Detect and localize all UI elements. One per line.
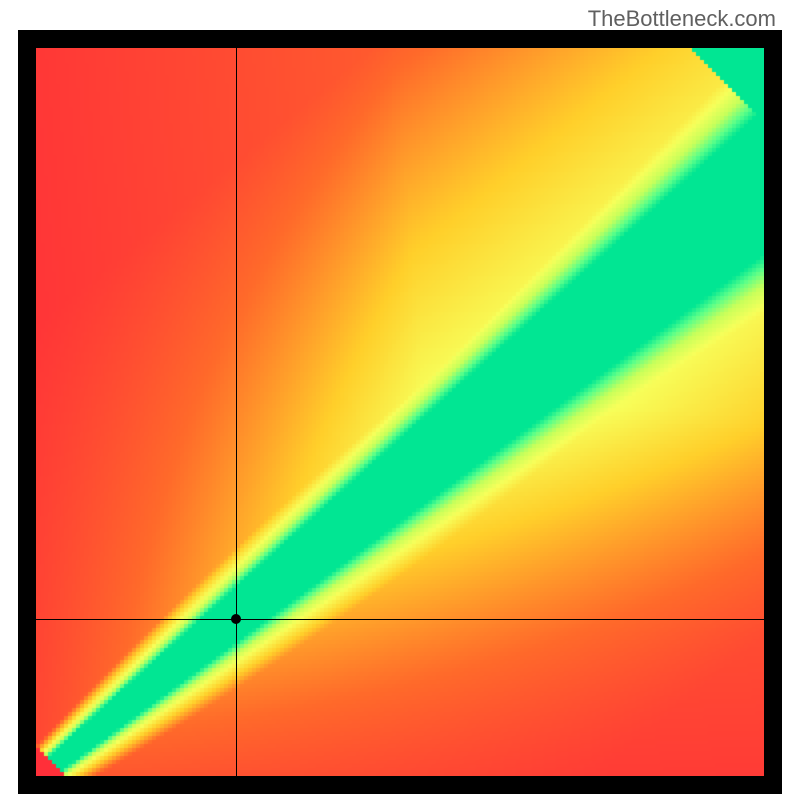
marker-dot <box>231 614 241 624</box>
crosshair-vertical <box>236 48 237 776</box>
heatmap-canvas <box>36 48 764 776</box>
crosshair-horizontal <box>36 619 764 620</box>
heatmap-plot <box>36 48 764 776</box>
chart-container: TheBottleneck.com <box>0 0 800 800</box>
watermark-label: TheBottleneck.com <box>588 6 776 32</box>
